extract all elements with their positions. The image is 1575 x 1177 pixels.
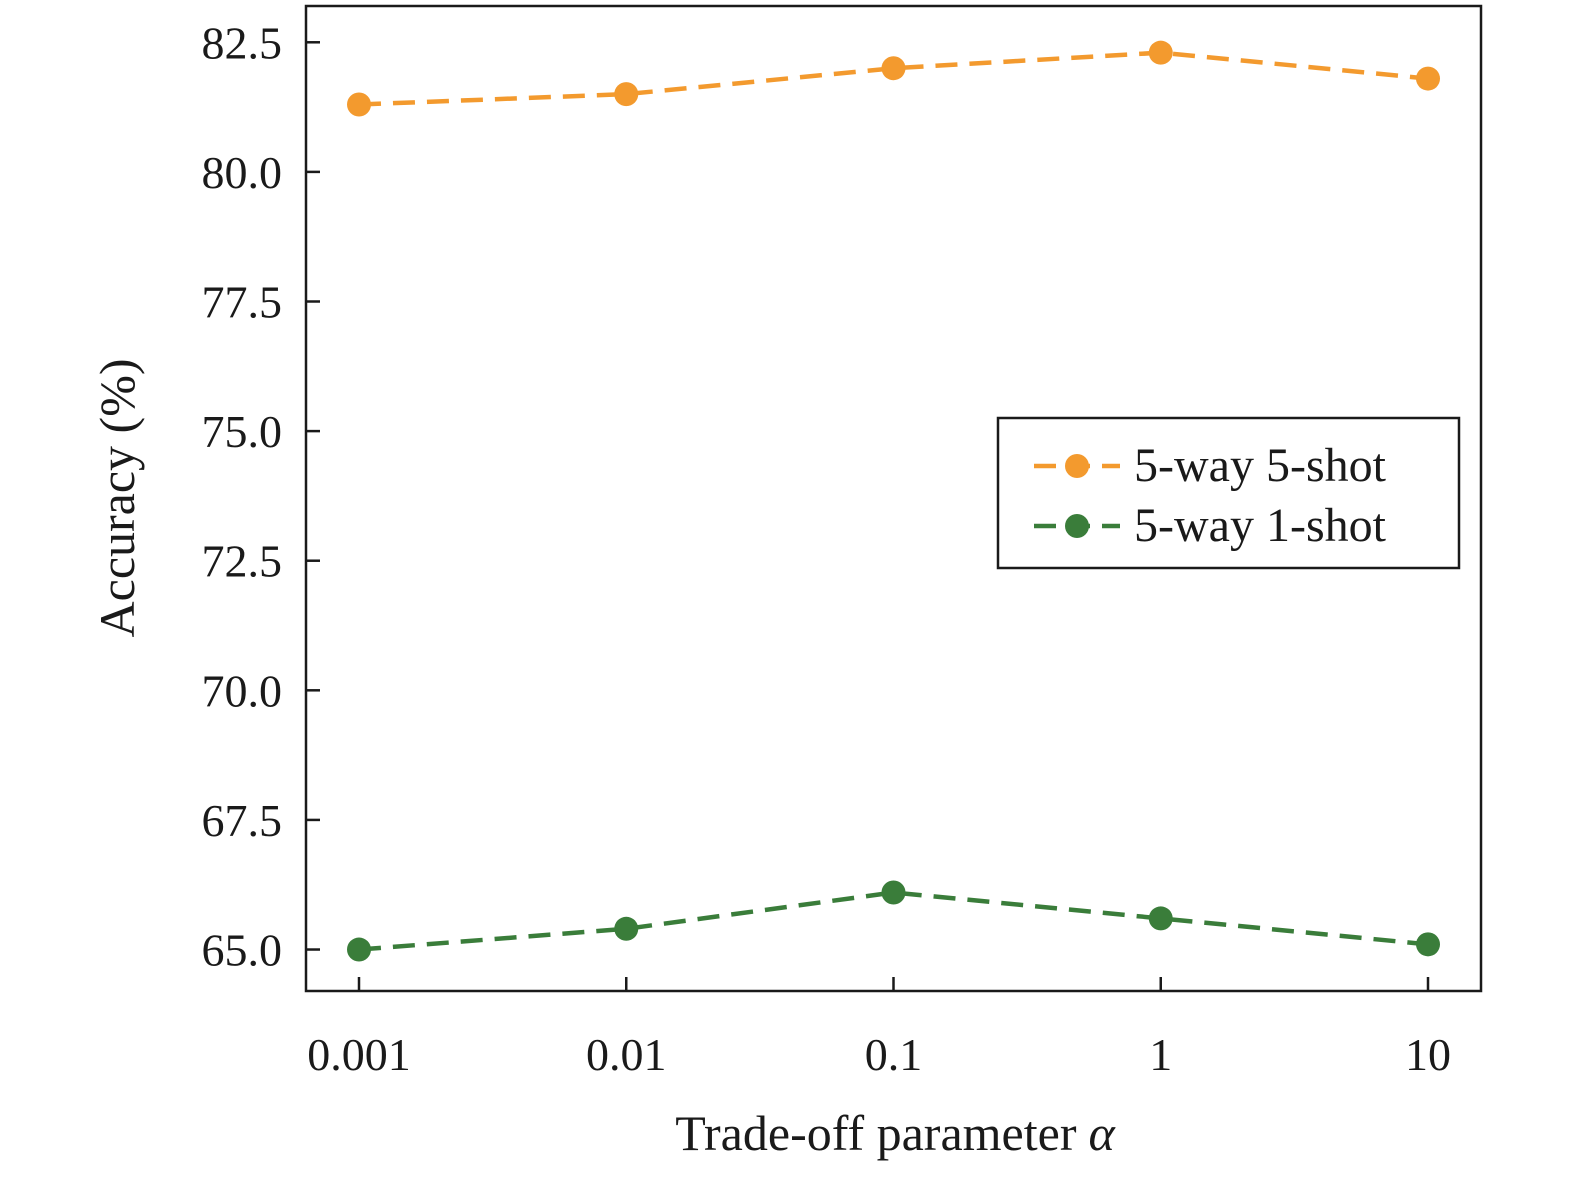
legend-item: 5-way 5-shot: [1034, 439, 1387, 492]
legend-item: 5-way 1-shot: [1034, 499, 1387, 552]
data-point: [881, 880, 906, 905]
x-tick-label: 10: [1405, 1029, 1451, 1080]
x-axis-label-text: Trade-off parameter: [675, 1105, 1077, 1161]
series-line: [358, 50, 1429, 107]
y-tick-label: 72.5: [202, 536, 283, 587]
legend: 5-way 5-shot 5-way 1-shot: [996, 416, 1461, 570]
data-point: [1148, 906, 1173, 931]
legend-box: [996, 416, 1461, 570]
data-point: [347, 92, 371, 117]
series-layer: [347, 40, 1440, 962]
legend-marker: [1065, 454, 1089, 478]
x-axis-label: Trade-off parameter α: [675, 1105, 1116, 1161]
legend-marker: [1065, 514, 1089, 538]
y-tick-label: 80.0: [202, 147, 283, 198]
legend-label: 5-way 5-shot: [1134, 439, 1387, 492]
data-point: [347, 937, 371, 962]
data-point: [881, 56, 906, 81]
x-tick-label: 1: [1149, 1029, 1172, 1080]
series-line: [358, 890, 1429, 952]
legend-items: 5-way 5-shot 5-way 1-shot: [1034, 439, 1387, 552]
y-tick-label: 65.0: [202, 925, 283, 976]
legend-label: 5-way 1-shot: [1134, 499, 1387, 552]
series-1: [347, 880, 1440, 962]
y-axis-label: Accuracy (%): [89, 359, 145, 638]
x-axis: 0.001 0.01 0.1 1 10: [307, 977, 1451, 1080]
data-point: [614, 916, 639, 941]
x-axis-label-symbol: α: [1088, 1105, 1116, 1161]
data-point: [1148, 40, 1173, 65]
y-tick-label: 70.0: [202, 665, 283, 716]
y-axis: 65.0 67.5 70.0 72.5 75.0 77.5 80.0 82.5: [202, 17, 320, 976]
y-tick-label: 75.0: [202, 406, 283, 457]
x-tick-label: 0.1: [865, 1029, 923, 1080]
data-point: [614, 82, 639, 107]
y-tick-label: 67.5: [202, 795, 283, 846]
data-point: [1416, 932, 1440, 957]
series-0: [347, 40, 1440, 117]
y-tick-label: 77.5: [202, 277, 283, 328]
x-tick-label: 0.001: [307, 1029, 411, 1080]
data-point: [1416, 66, 1440, 91]
x-tick-label: 0.01: [586, 1029, 667, 1080]
y-tick-label: 82.5: [202, 17, 283, 68]
